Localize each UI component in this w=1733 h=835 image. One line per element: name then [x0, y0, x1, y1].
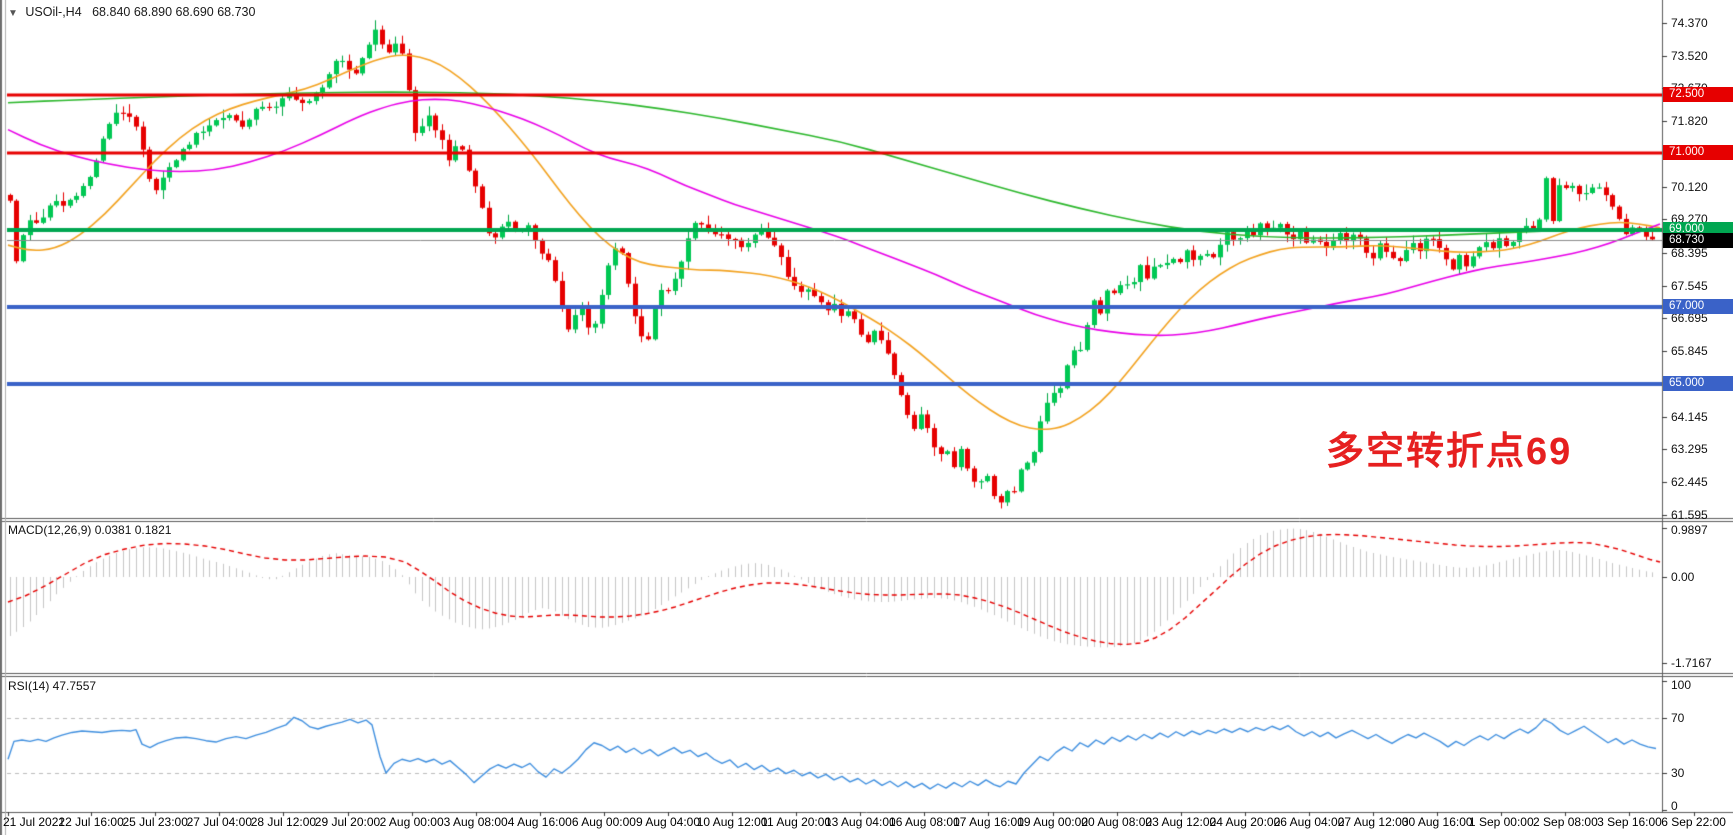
time-axis-label: 27 Jul 04:00 — [186, 815, 252, 829]
time-axis-label: 3 Aug 08:00 — [443, 815, 508, 829]
macd-axis-label: 0.00 — [1671, 570, 1695, 584]
time-axis-label: 27 Aug 12:00 — [1337, 815, 1409, 829]
time-axis-label: 4 Aug 16:00 — [507, 815, 572, 829]
price-axis-label: 70.120 — [1671, 179, 1708, 194]
time-axis-label: 13 Aug 04:00 — [824, 815, 896, 829]
time-axis-label: 24 Aug 20:00 — [1209, 815, 1281, 829]
price-level-tag: 67.000 — [1663, 299, 1733, 314]
price-axis-label: 68.395 — [1671, 246, 1708, 261]
price-axis-label: 71.820 — [1671, 114, 1708, 129]
time-axis-label: 2 Aug 00:00 — [379, 815, 444, 829]
time-axis-label: 19 Aug 00:00 — [1017, 815, 1088, 829]
time-axis-label: 20 Aug 08:00 — [1081, 815, 1153, 829]
price-axis-label: 64.145 — [1671, 409, 1708, 424]
price-axis-label: 67.545 — [1671, 278, 1708, 293]
time-axis-label: 26 Aug 04:00 — [1273, 815, 1345, 829]
symbol-timeframe-label: USOil-,H4 — [25, 5, 82, 19]
price-axis-label: 74.370 — [1671, 16, 1708, 30]
time-axis-label: 11 Aug 20:00 — [761, 815, 832, 829]
time-axis-label: 1 Sep 00:00 — [1468, 815, 1534, 829]
time-axis-label: 2 Sep 08:00 — [1533, 815, 1598, 829]
time-axis-label: 21 Jul 2021 — [3, 815, 66, 829]
price-axis-label: 61.595 — [1671, 507, 1708, 522]
time-axis-label: 17 Aug 16:00 — [953, 815, 1024, 829]
trend-annotation-text: 多空转折点69 — [1326, 431, 1573, 473]
price-axis-label: 62.445 — [1671, 475, 1708, 490]
rsi-indicator-label: RSI(14) 47.7557 — [8, 679, 97, 693]
time-axis-label: 9 Aug 04:00 — [635, 815, 701, 829]
time-axis-label: 25 Jul 23:00 — [122, 815, 188, 829]
time-axis-label: 6 Sep 22:00 — [1661, 815, 1726, 829]
time-axis-label: 22 Jul 16:00 — [58, 815, 124, 829]
rsi-axis-label: 70 — [1671, 711, 1685, 725]
macd-axis-label: 0.9897 — [1671, 523, 1708, 537]
price-axis-label: 73.520 — [1671, 48, 1708, 63]
price-level-tag: 71.000 — [1663, 145, 1733, 160]
rsi-axis-label: 100 — [1671, 678, 1692, 692]
time-axis-label: 3 Sep 16:00 — [1597, 815, 1662, 829]
price-axis-label: 66.695 — [1671, 311, 1708, 326]
time-axis-label: 23 Aug 12:00 — [1145, 815, 1217, 829]
ohlc-values: 68.840 68.890 68.690 68.730 — [92, 5, 256, 19]
macd-axis-label: -1.7167 — [1671, 655, 1712, 670]
price-level-tag: 65.000 — [1663, 376, 1733, 391]
time-axis-label: 16 Aug 08:00 — [889, 815, 960, 829]
time-axis-label: 6 Aug 00:00 — [571, 815, 636, 829]
time-axis-label: 10 Aug 12:00 — [696, 815, 768, 829]
rsi-axis-label: 0 — [1671, 799, 1678, 813]
price-axis-label: 65.845 — [1671, 344, 1708, 359]
chart-header: ▼ USOil-,H4 68.840 68.890 68.690 68.730 — [8, 5, 255, 19]
time-axis-label: 28 Jul 12:00 — [250, 815, 317, 829]
price-axis-label: 63.295 — [1671, 442, 1708, 457]
time-axis-label: 29 Jul 20:00 — [314, 815, 381, 829]
collapse-triangle-icon[interactable]: ▼ — [8, 8, 18, 19]
price-level-tag: 68.730 — [1663, 233, 1733, 248]
rsi-axis-label: 30 — [1671, 766, 1685, 780]
time-axis-label: 30 Aug 16:00 — [1401, 815, 1473, 829]
macd-indicator-label: MACD(12,26,9) 0.0381 0.1821 — [8, 523, 172, 537]
price-level-tag: 72.500 — [1663, 87, 1733, 102]
